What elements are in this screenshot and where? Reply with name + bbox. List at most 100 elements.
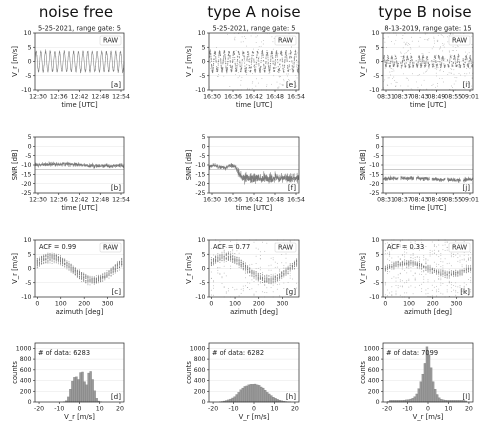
data-point <box>434 56 436 58</box>
data-point <box>452 63 454 65</box>
data-point <box>57 256 59 258</box>
data-point <box>412 263 414 265</box>
data-point <box>431 289 433 291</box>
data-point <box>391 295 393 296</box>
data-point <box>121 260 123 262</box>
data-point <box>95 282 97 284</box>
data-point <box>232 286 234 288</box>
x-axis-label: azimuth [deg] <box>230 308 278 316</box>
data-point <box>270 287 272 288</box>
data-point <box>217 76 219 77</box>
data-point <box>39 263 40 265</box>
data-point <box>53 254 55 256</box>
data-point <box>280 76 282 77</box>
data-point <box>441 77 443 79</box>
data-point <box>391 71 393 72</box>
y-tick-label: -5 <box>25 153 31 160</box>
data-point <box>116 263 118 265</box>
data-point <box>401 268 403 270</box>
data-point <box>388 57 390 59</box>
data-point <box>294 268 295 269</box>
data-point <box>66 262 68 264</box>
data-point <box>210 294 212 296</box>
data-point <box>410 259 412 261</box>
data-point <box>394 54 396 56</box>
data-point <box>242 52 244 55</box>
data-point <box>412 63 414 65</box>
data-point <box>213 261 214 263</box>
y-tick-label: 0 <box>202 59 206 66</box>
data-point <box>446 289 448 291</box>
data-point <box>456 60 459 62</box>
data-point <box>45 259 47 261</box>
data-point <box>419 258 420 260</box>
data-point <box>444 64 446 66</box>
data-point <box>53 259 55 261</box>
data-point <box>390 62 392 64</box>
data-point <box>454 58 456 60</box>
data-point <box>220 62 222 64</box>
data-point <box>89 282 91 284</box>
data-point <box>433 245 435 247</box>
data-point <box>70 270 72 272</box>
data-point <box>399 240 401 242</box>
data-point <box>444 273 446 274</box>
data-point <box>233 53 236 55</box>
data-point <box>276 274 278 276</box>
data-point <box>404 256 406 258</box>
data-point <box>234 36 236 38</box>
data-point <box>465 284 467 286</box>
data-point <box>387 268 388 270</box>
data-point <box>256 78 257 80</box>
data-point <box>281 61 284 63</box>
data-point <box>294 263 295 265</box>
data-point <box>281 272 283 274</box>
data-point <box>384 63 386 65</box>
data-point <box>408 266 410 268</box>
data-point <box>425 289 427 291</box>
data-point <box>400 61 402 63</box>
data-point <box>219 246 221 248</box>
data-point <box>296 59 298 62</box>
axes-frame <box>382 239 474 298</box>
data-point <box>404 251 406 253</box>
data-point <box>446 249 448 251</box>
x-axis-label: time [UTC] <box>61 101 98 109</box>
data-point <box>409 61 411 63</box>
data-point <box>276 52 278 54</box>
data-point <box>266 53 269 55</box>
data-point <box>419 268 420 270</box>
data-point <box>462 60 464 62</box>
data-point <box>461 291 463 293</box>
data-point <box>409 63 411 65</box>
data-point <box>281 278 283 280</box>
x-tick-label: 12:30 <box>29 197 47 204</box>
data-point <box>432 83 434 85</box>
data-point <box>64 260 66 262</box>
data-point <box>392 61 394 63</box>
data-point <box>237 55 239 58</box>
data-point <box>268 269 270 271</box>
data-point <box>257 35 258 37</box>
data-point <box>428 67 430 69</box>
data-point <box>253 294 255 296</box>
x-tick-label: 100 <box>55 301 67 308</box>
data-point <box>393 263 395 265</box>
data-point <box>437 34 439 36</box>
data-point <box>215 61 217 63</box>
data-point <box>433 268 435 270</box>
data-point <box>427 295 429 297</box>
data-point <box>471 35 473 37</box>
data-point <box>217 257 219 259</box>
data-point <box>393 268 395 270</box>
data-point <box>414 259 416 261</box>
data-point <box>283 270 285 272</box>
histogram-bar <box>77 379 80 403</box>
data-point <box>406 263 408 265</box>
data-point <box>91 278 93 280</box>
data-point <box>286 73 288 75</box>
data-point <box>220 65 222 67</box>
data-point <box>243 57 245 59</box>
data-point <box>434 54 436 57</box>
data-point <box>403 56 405 58</box>
